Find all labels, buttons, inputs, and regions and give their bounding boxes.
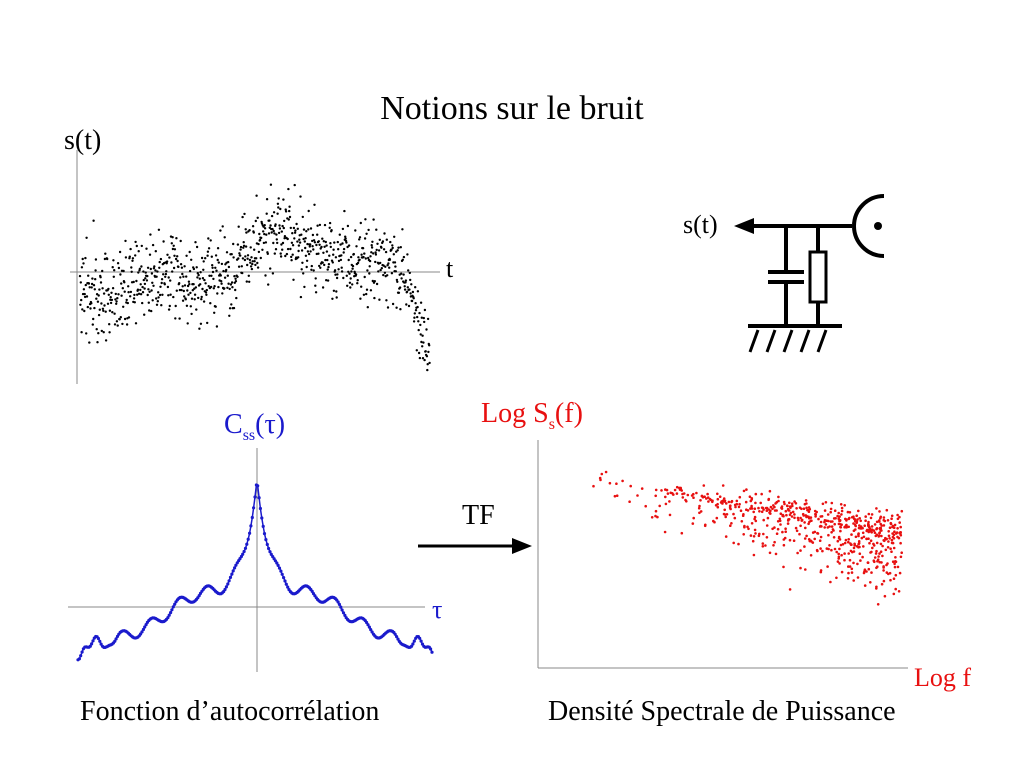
corr-y-label: Css(τ) (224, 409, 286, 444)
psd-caption: Densité Spectrale de Puissance (548, 696, 896, 727)
corr-points (76, 483, 434, 662)
signal-points (78, 183, 431, 372)
psd-plot (537, 440, 908, 669)
output-arrow (734, 218, 754, 234)
corr-y-label-arg: (τ) (255, 409, 286, 440)
psd-x-label: Log f (914, 663, 972, 692)
psd-y-label-arg: (f) (554, 398, 583, 429)
ground-hatch (748, 329, 828, 353)
psd-points (592, 470, 904, 606)
slide-title: Notions sur le bruit (380, 90, 644, 127)
signal-x-label: t (446, 254, 454, 283)
autocorrelation-plot (68, 448, 434, 672)
psd-y-label-sub: s (548, 416, 555, 433)
corr-curve (77, 483, 433, 661)
resistor (808, 250, 828, 304)
corr-y-label-base: C (224, 409, 243, 440)
psd-y-label-base: Log S (481, 398, 549, 429)
noise-circuit (734, 194, 885, 353)
signal-y-label: s(t) (64, 125, 102, 156)
corr-y-label-sub: ss (242, 427, 256, 444)
autocorrelation-caption: Fonction d’autocorrélation (80, 696, 380, 727)
signal-plot (70, 150, 440, 384)
circuit-output-label: s(t) (683, 210, 718, 239)
corr-x-label: τ (432, 595, 443, 624)
psd-y-label: Log Ss(f) (481, 398, 583, 433)
sensor-dot (874, 222, 882, 230)
transform-label: TF (462, 500, 495, 531)
sensor-symbol (852, 194, 885, 258)
transform-arrow (418, 538, 532, 554)
